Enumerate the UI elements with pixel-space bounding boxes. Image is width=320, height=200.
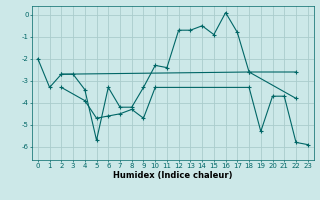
X-axis label: Humidex (Indice chaleur): Humidex (Indice chaleur) [113,171,233,180]
